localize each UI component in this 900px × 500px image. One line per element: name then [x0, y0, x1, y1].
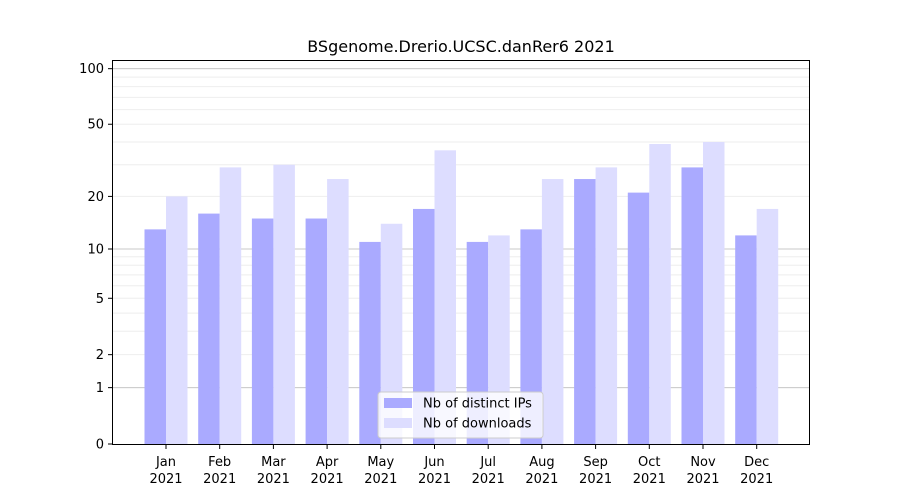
bar-ips — [359, 241, 381, 444]
bar-downloads — [595, 167, 618, 444]
bar-ips — [681, 167, 703, 444]
x-tick-label-year: 2021 — [740, 472, 773, 487]
x-tick-label-year: 2021 — [364, 472, 397, 487]
x-tick-label-year: 2021 — [311, 472, 344, 487]
x-tick-label-year: 2021 — [418, 472, 451, 487]
x-tick-label-month: Apr — [316, 455, 339, 470]
bar-ips — [305, 218, 328, 444]
bar-downloads — [434, 150, 456, 444]
y-tick-label: 50 — [87, 118, 104, 133]
x-tick-label-year: 2021 — [633, 472, 666, 487]
y-tick-label: 5 — [96, 292, 104, 307]
y-tick-label: 10 — [87, 242, 104, 257]
x-tick-label-year: 2021 — [257, 472, 290, 487]
bar-downloads — [756, 208, 779, 444]
legend-swatch — [384, 398, 412, 408]
bar-ips — [520, 229, 542, 444]
bar-ips — [735, 235, 757, 444]
bar-downloads — [380, 223, 403, 444]
x-tick-label-month: Dec — [744, 455, 769, 470]
x-tick-label-year: 2021 — [149, 472, 182, 487]
chart-title: BSgenome.Drerio.UCSC.danRer6 2021 — [307, 37, 615, 56]
x-tick-label-month: Nov — [690, 455, 716, 470]
y-axis: 0 1 2 5 10 20 50 100 — [79, 62, 113, 453]
x-tick-label-year: 2021 — [579, 472, 612, 487]
x-tick-label-month: Oct — [638, 455, 660, 470]
bar-downloads — [273, 164, 295, 444]
bar-downloads — [219, 167, 242, 444]
x-tick-label-month: Jun — [423, 455, 444, 470]
legend-label: Nb of distinct IPs — [423, 397, 532, 412]
x-tick-label-month: May — [367, 455, 394, 470]
y-tick-label: 0 — [96, 438, 104, 453]
legend-label: Nb of downloads — [423, 417, 532, 432]
y-tick-label: 2 — [96, 348, 104, 363]
x-tick-label-year: 2021 — [203, 472, 236, 487]
x-tick-label-month: Sep — [583, 455, 608, 470]
bars — [144, 141, 779, 445]
y-tick-label: 20 — [87, 190, 104, 205]
x-tick-label-month: Mar — [261, 455, 286, 470]
bar-downloads — [541, 179, 564, 445]
x-axis: Jan 2021 Feb 2021 Mar 2021 Apr 2021 May 2021 Jun 20… — [149, 444, 773, 487]
bar-downloads — [703, 141, 725, 444]
bar-ips — [413, 208, 435, 444]
y-tick-label: 1 — [96, 381, 104, 396]
bar-ips — [144, 229, 166, 444]
bar-ips — [574, 179, 596, 445]
legend-box — [377, 391, 544, 439]
x-tick-label-year: 2021 — [472, 472, 505, 487]
x-tick-label-month: Jul — [479, 455, 496, 470]
bar-downloads — [649, 144, 671, 444]
bar-ips — [251, 218, 274, 444]
legend: Nb of distinct IPs Nb of downloads — [377, 391, 544, 439]
bar-ips — [627, 192, 650, 444]
y-tick-label: 100 — [79, 62, 104, 77]
x-tick-label-year: 2021 — [686, 472, 719, 487]
x-tick-label-month: Jan — [155, 455, 176, 470]
x-tick-label-month: Aug — [529, 455, 554, 470]
x-tick-label-year: 2021 — [525, 472, 558, 487]
bar-downloads — [327, 179, 349, 445]
plot-frame — [112, 60, 810, 445]
x-tick-label-month: Feb — [208, 455, 231, 470]
bar-downloads — [166, 196, 188, 444]
bar-ips — [198, 213, 220, 444]
legend-swatch — [384, 418, 412, 428]
